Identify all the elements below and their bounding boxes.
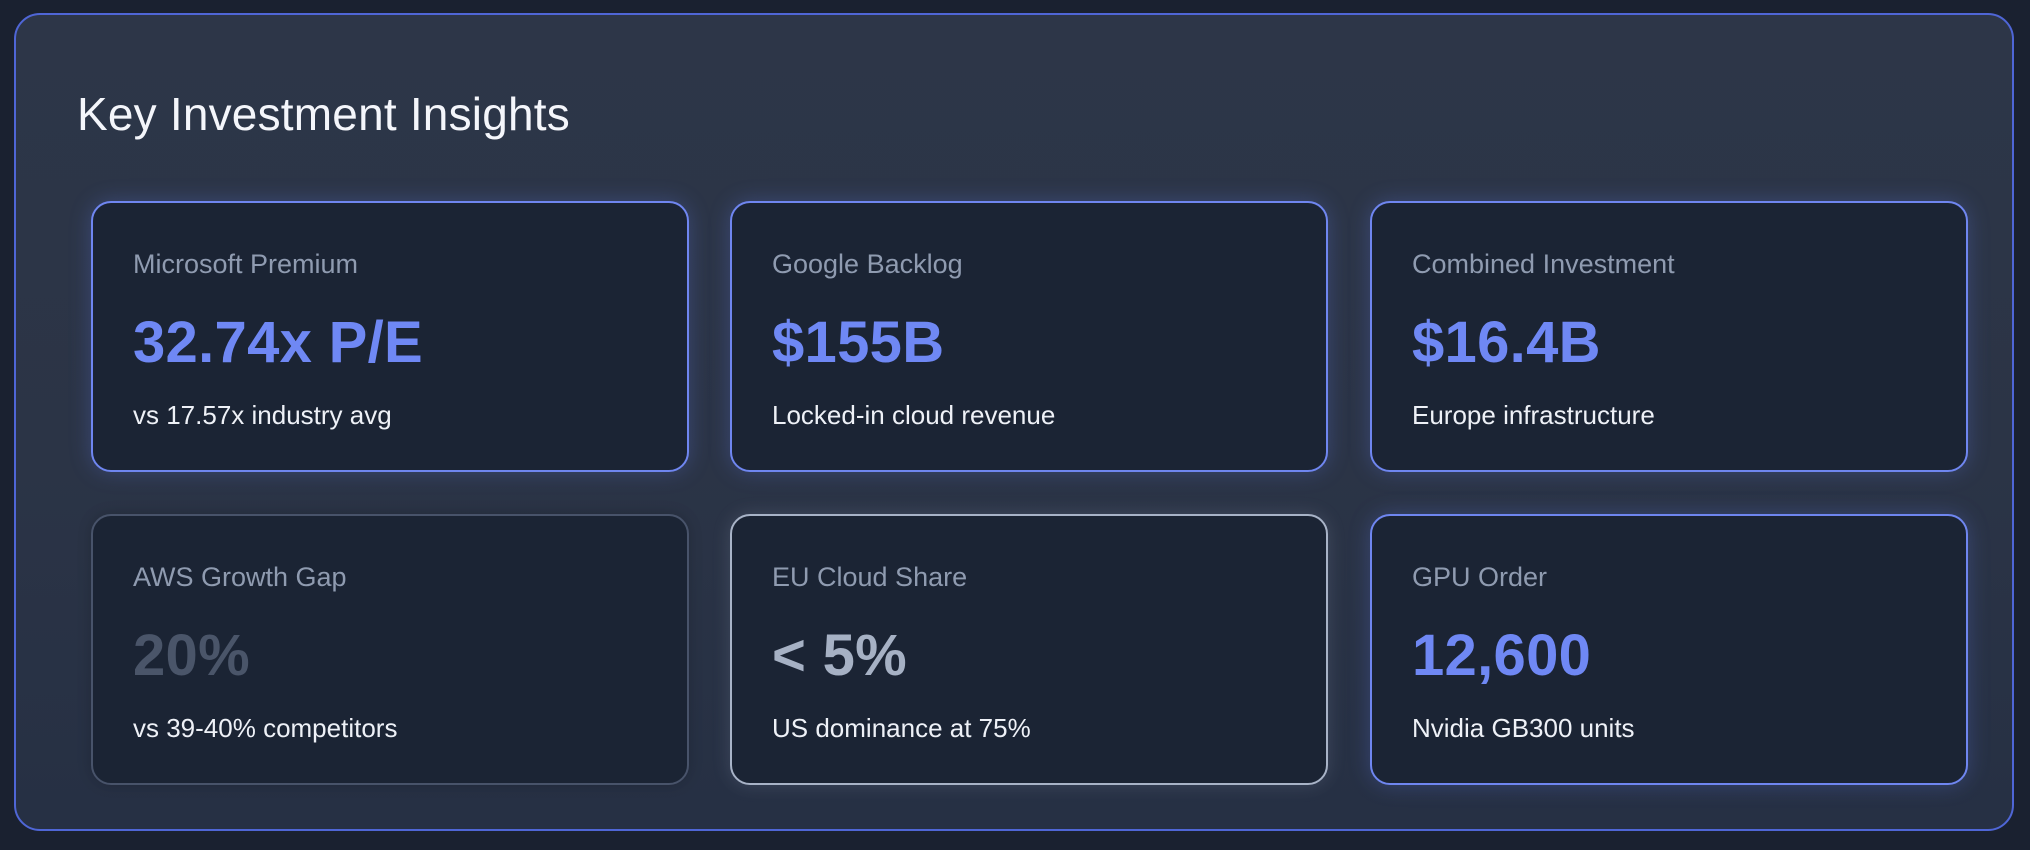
card-label: AWS Growth Gap: [133, 562, 347, 592]
section-title: Key Investment Insights: [77, 88, 570, 140]
card-combined-investment: Combined Investment $16.4B Europe infras…: [1370, 201, 1968, 472]
card-value: < 5%: [772, 623, 908, 688]
card-subtext: vs 39-40% competitors: [133, 713, 398, 743]
insights-panel: Key Investment Insights Microsoft Premiu…: [14, 13, 2014, 831]
card-microsoft-premium: Microsoft Premium 32.74x P/E vs 17.57x i…: [91, 201, 689, 472]
card-label: Combined Investment: [1412, 249, 1675, 279]
card-label: Microsoft Premium: [133, 249, 359, 279]
card-value: 12,600: [1412, 623, 1592, 688]
card-eu-cloud-share: EU Cloud Share < 5% US dominance at 75%: [730, 514, 1328, 785]
card-label: EU Cloud Share: [772, 562, 968, 592]
card-value: $16.4B: [1412, 310, 1601, 375]
card-subtext: Locked-in cloud revenue: [772, 400, 1056, 430]
card-subtext: Nvidia GB300 units: [1412, 713, 1635, 743]
card-google-backlog: Google Backlog $155B Locked-in cloud rev…: [730, 201, 1328, 472]
card-subtext: Europe infrastructure: [1412, 400, 1655, 430]
card-gpu-order: GPU Order 12,600 Nvidia GB300 units: [1370, 514, 1968, 785]
card-aws-growth-gap: AWS Growth Gap 20% vs 39-40% competitors: [91, 514, 689, 785]
card-value: 32.74x P/E: [133, 310, 423, 375]
card-label: GPU Order: [1412, 562, 1548, 592]
card-subtext: US dominance at 75%: [772, 713, 1031, 743]
card-subtext: vs 17.57x industry avg: [133, 400, 392, 430]
card-label: Google Backlog: [772, 249, 963, 279]
card-value: $155B: [772, 310, 945, 375]
card-value: 20%: [133, 623, 250, 688]
